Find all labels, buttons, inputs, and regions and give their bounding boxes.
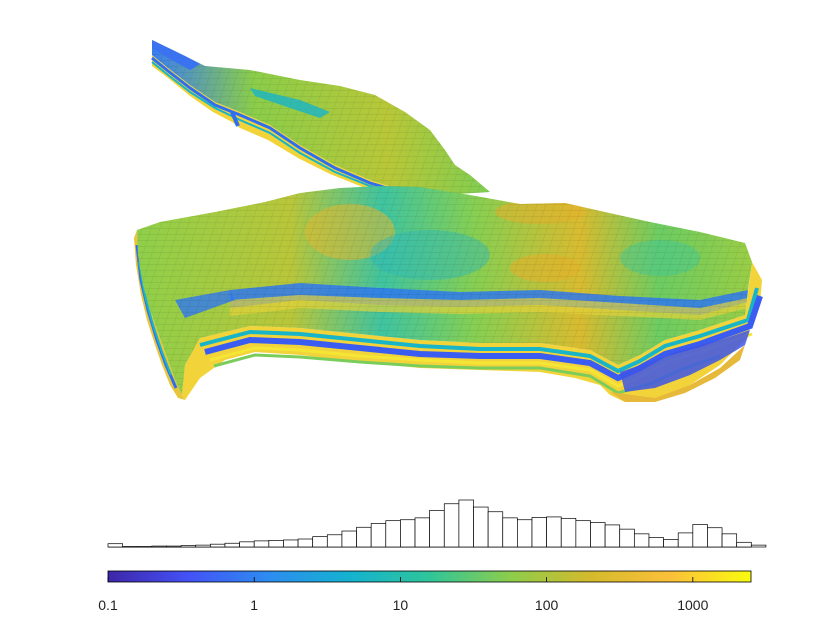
histogram-bar: [209, 543, 226, 548]
histogram-bar: [677, 532, 694, 548]
histogram-bar: [356, 526, 372, 548]
histogram-bar: [604, 524, 621, 548]
histogram-bar: [546, 516, 562, 548]
histogram-bar: [473, 506, 489, 548]
histogram-bar: [443, 503, 460, 548]
main-body-side-wall: [182, 262, 762, 402]
histogram-bar: [619, 528, 635, 548]
colorbar: 0.1 1 10 100 1000: [98, 570, 752, 613]
histogram-bar: [487, 511, 504, 548]
histogram-bar: [239, 541, 255, 548]
reservoir-main-body: [134, 186, 763, 402]
histogram-bar: [297, 538, 314, 548]
histogram-bar: [692, 524, 708, 548]
colorbar-ticks: 0.1 1 10 100 1000: [98, 577, 709, 613]
histogram-bar: [370, 523, 387, 548]
histogram-bar: [721, 533, 738, 548]
histogram-bar: [414, 517, 430, 548]
histogram-bar: [385, 520, 401, 548]
histogram-bar: [531, 517, 547, 548]
histogram-bar: [750, 544, 767, 548]
histogram-bar: [736, 541, 752, 548]
histogram-bar: [560, 517, 577, 548]
histogram-bar: [458, 499, 474, 548]
histogram-bar: [180, 545, 197, 548]
histogram-bar: [166, 545, 182, 548]
histogram-bar: [253, 540, 270, 548]
histogram-bar: [517, 519, 533, 548]
reservoir-3d-model: [134, 40, 763, 402]
histogram-bar: [107, 543, 123, 548]
reservoir-upper-arm: [151, 40, 490, 200]
histogram-bar: [575, 520, 591, 548]
histogram-bar: [283, 539, 299, 548]
colorbar-tick-label: 1000: [677, 597, 708, 613]
histogram-bar: [341, 530, 357, 548]
histogram-bar: [590, 522, 606, 548]
histogram-bar: [707, 527, 723, 548]
histogram-bars: [107, 499, 767, 548]
colorbar-tick-label: 0.1: [98, 597, 118, 613]
histogram-bar: [151, 545, 167, 548]
histogram-bar: [429, 509, 445, 548]
histogram-bar: [633, 533, 650, 548]
colorbar-tick-label: 10: [393, 597, 409, 613]
histogram-bar: [268, 540, 284, 548]
colorbar-tick-label: 100: [535, 597, 559, 613]
histogram-bar: [326, 534, 343, 548]
histogram-bar: [400, 519, 416, 548]
colorbar-gradient-bar: [107, 570, 752, 583]
colorbar-tick-label: 1: [250, 597, 258, 613]
histogram-bar: [195, 544, 211, 548]
histogram-bar: [502, 517, 518, 548]
histogram-bar: [648, 537, 664, 548]
histogram: [107, 499, 767, 548]
histogram-bar: [224, 542, 240, 548]
histogram-bar: [663, 539, 679, 548]
histogram-bar: [312, 536, 328, 548]
